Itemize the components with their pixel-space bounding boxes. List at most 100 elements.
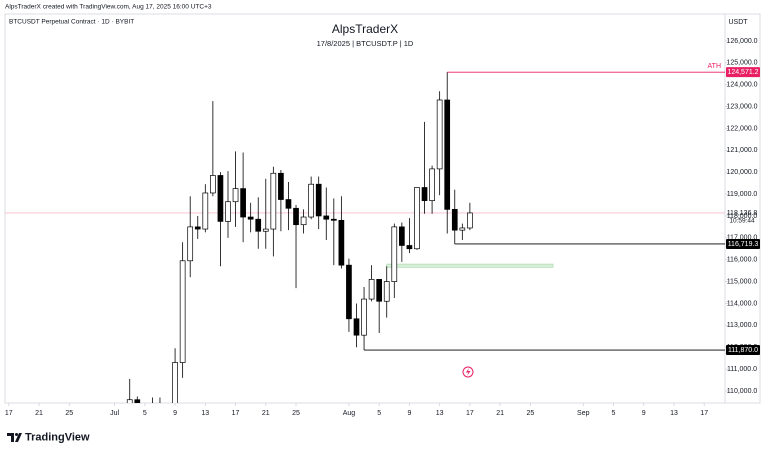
x-tick-label: 9 xyxy=(642,410,646,417)
candle-body xyxy=(467,212,473,229)
price-tag-label: 124,571.2 xyxy=(727,69,758,76)
x-tick-label: 21 xyxy=(35,410,43,417)
candle-body xyxy=(330,218,337,221)
candle-body xyxy=(459,227,466,231)
candle-body xyxy=(210,175,216,194)
candle-body xyxy=(368,279,375,300)
y-tick-label: 125,000.0 xyxy=(726,60,757,67)
level-name: ATH xyxy=(708,63,721,70)
candle-body xyxy=(361,298,367,336)
x-tick-label: 17 xyxy=(5,410,13,417)
y-tick-label: 122,000.0 xyxy=(726,125,757,132)
y-tick-label: 117,000.0 xyxy=(727,235,758,242)
candle-body xyxy=(308,183,314,218)
symbol: BTCUSDT Perpetual Contract · 1D · BYBIT xyxy=(9,19,134,26)
y-unit: USDT xyxy=(728,19,748,26)
candle-body xyxy=(338,219,345,266)
candle-body xyxy=(444,99,451,210)
candle-body xyxy=(202,192,209,230)
x-tick-label: 5 xyxy=(143,410,147,417)
x-tick-label: 17 xyxy=(232,410,240,417)
candle-body xyxy=(232,188,239,203)
candle-body xyxy=(179,260,186,363)
zone xyxy=(386,263,554,268)
price-tag-label: 111,870.0 xyxy=(728,347,758,354)
x-tick-label: 17 xyxy=(466,410,474,417)
candle-body xyxy=(346,264,352,320)
x-tick-label: 21 xyxy=(262,410,270,417)
candle-body xyxy=(285,199,292,209)
x-tick-label: 21 xyxy=(496,410,504,417)
candle-body xyxy=(300,216,307,226)
countdown: 10:59:44 xyxy=(729,218,755,225)
candle-body xyxy=(217,175,224,222)
chart-title: AlpsTraderX xyxy=(332,22,398,36)
y-tick-label: 113,000.0 xyxy=(727,322,758,329)
price-tag xyxy=(726,67,760,78)
x-tick-label: 17 xyxy=(700,410,708,417)
candle-body xyxy=(126,399,133,403)
x-tick-label: 25 xyxy=(65,410,73,417)
y-tick-label: 116,000.0 xyxy=(727,257,758,264)
x-tick-label: 13 xyxy=(436,410,444,417)
frame xyxy=(4,13,761,404)
footer-logo: TradingView xyxy=(25,431,90,443)
candle-body xyxy=(247,216,254,220)
tradingview-logo[interactable]: TradingView xyxy=(7,431,90,443)
candle-body xyxy=(194,226,201,230)
x-tick-label: 25 xyxy=(526,410,534,417)
x-tick-label: 5 xyxy=(377,410,381,417)
candle-body xyxy=(323,215,330,220)
candle-body xyxy=(391,226,398,282)
x-tick-label: 9 xyxy=(173,410,177,417)
candle-body xyxy=(255,218,262,232)
x-tick-label: 5 xyxy=(612,410,616,417)
y-tick-label: 124,000.0 xyxy=(726,82,757,89)
replay-icon[interactable] xyxy=(462,366,474,378)
candle-body xyxy=(262,228,269,232)
y-tick-label: 115,000.0 xyxy=(727,278,758,285)
y-tick-label: 111,000.0 xyxy=(727,366,757,373)
candle-body xyxy=(376,279,383,302)
y-tick-label: 120,000.0 xyxy=(726,169,757,176)
candle-body xyxy=(451,209,458,231)
candle-body xyxy=(414,187,420,250)
y-tick-label: 121,000.0 xyxy=(726,147,757,154)
x-tick-label: 13 xyxy=(201,410,209,417)
x-tick-label: 25 xyxy=(292,410,300,417)
y-tick-label: 114,000.0 xyxy=(727,300,758,307)
chart-subtitle: 17/8/2025 | BTCUSDT.P | 1D xyxy=(317,39,414,48)
candle-body xyxy=(225,201,231,222)
price-tag-label: 116,719.3 xyxy=(728,241,759,248)
candle-body xyxy=(399,226,405,246)
candle-body xyxy=(406,245,413,250)
candle-body xyxy=(315,183,322,217)
candle-body xyxy=(429,168,435,201)
x-tick-label: Jul xyxy=(110,410,119,417)
candle-body xyxy=(293,207,299,226)
candle-body xyxy=(421,187,428,201)
candle-body xyxy=(270,172,277,230)
price-tag xyxy=(726,238,760,249)
y-tick-label: 123,000.0 xyxy=(726,103,757,110)
candle-body xyxy=(172,362,178,403)
candle-body xyxy=(240,188,246,218)
last-price-label: 118,136.8 xyxy=(727,210,758,217)
candle-body xyxy=(278,172,284,200)
plot-area xyxy=(5,72,725,403)
y-tick-label: 118,000.0 xyxy=(727,213,758,220)
x-tick-label: Aug xyxy=(343,410,356,417)
candle-body xyxy=(134,399,141,403)
y-tick-label: 110,000.0 xyxy=(727,388,758,395)
price-tag xyxy=(726,345,760,356)
candle-body xyxy=(383,281,390,302)
x-tick-label: 9 xyxy=(407,410,411,417)
candle-body xyxy=(187,226,194,262)
y-tick-label: 119,000.0 xyxy=(727,191,758,198)
header: AlpsTraderX created with TradingView.com… xyxy=(5,4,212,11)
x-tick-label: 13 xyxy=(670,410,678,417)
candle-body xyxy=(436,99,443,170)
y-tick-label: 126,000.0 xyxy=(726,38,757,45)
